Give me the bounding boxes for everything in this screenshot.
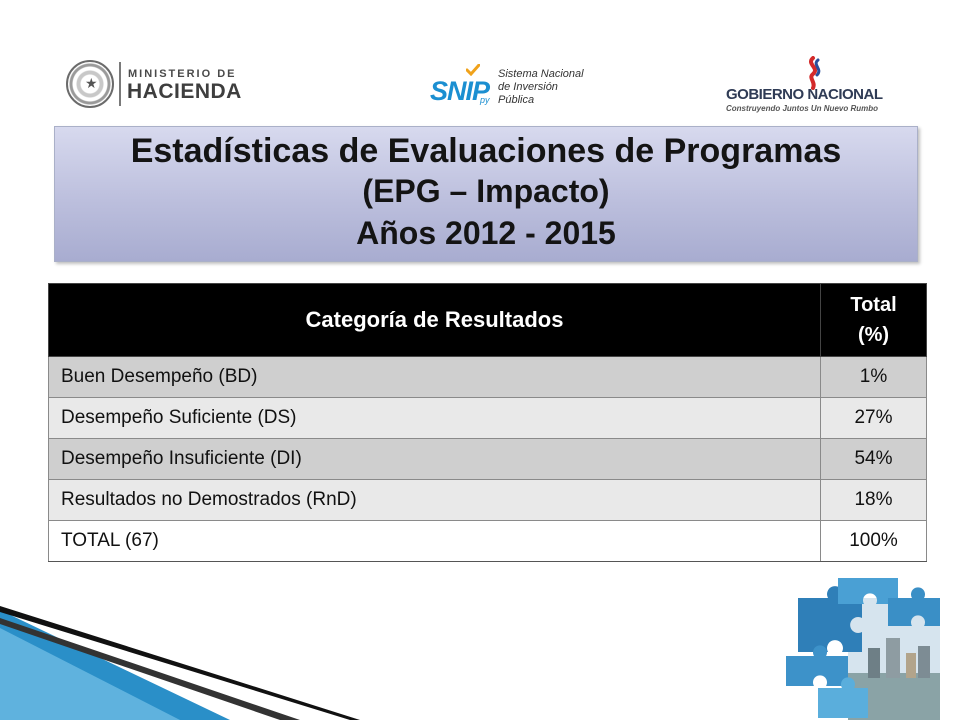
logo-divider xyxy=(119,62,121,106)
snip-logo: SNIP py Sistema Nacional de Inversión Pú… xyxy=(430,62,610,112)
hacienda-logo-line2: HACIENDA xyxy=(127,80,242,103)
snip-desc-line2: de Inversión xyxy=(498,81,558,93)
table-row: Resultados no Demostrados (RnD) 18% xyxy=(48,479,927,521)
puzzle-image xyxy=(786,578,940,720)
row-total: 1% xyxy=(820,356,927,398)
checkmark-icon xyxy=(466,64,480,76)
row-category: TOTAL (67) xyxy=(48,520,821,562)
title-line-1: Estadísticas de Evaluaciones de Programa… xyxy=(130,132,842,170)
row-category: Buen Desempeño (BD) xyxy=(48,356,821,398)
title-line-3: Años 2012 - 2015 xyxy=(356,215,616,251)
row-category: Desempeño Suficiente (DS) xyxy=(48,397,821,439)
hacienda-logo-line1: MINISTERIO DE xyxy=(128,68,237,80)
snip-desc-line3: Pública xyxy=(498,94,535,106)
row-total: 100% xyxy=(820,520,927,562)
header-total-line2: (%) xyxy=(857,324,890,346)
gobierno-emblem-icon xyxy=(809,56,821,90)
snip-word: SNIP xyxy=(430,76,490,106)
row-category: Resultados no Demostrados (RnD) xyxy=(48,479,821,521)
hacienda-logo: ★ MINISTERIO DE HACIENDA xyxy=(64,58,254,114)
table-header-row: Categoría de Resultados Total (%) xyxy=(48,283,927,357)
header-total: Total (%) xyxy=(820,283,927,357)
results-table: Categoría de Resultados Total (%) Buen D… xyxy=(48,283,927,562)
table-row: Desempeño Suficiente (DS) 27% xyxy=(48,397,927,439)
snip-desc-line1: Sistema Nacional xyxy=(498,68,584,80)
gobierno-logo-title: GOBIERNO NACIONAL xyxy=(726,86,883,103)
seal-icon: ★ xyxy=(66,60,114,108)
header-category: Categoría de Resultados xyxy=(48,283,821,357)
row-total: 18% xyxy=(820,479,927,521)
row-total: 27% xyxy=(820,397,927,439)
title-line-2: (EPG – Impacto) xyxy=(362,173,610,209)
header-total-line1: Total xyxy=(850,294,897,316)
decorative-stripes xyxy=(0,606,360,720)
snip-description: Sistema Nacional de Inversión Pública xyxy=(498,68,584,107)
row-category: Desempeño Insuficiente (DI) xyxy=(48,438,821,480)
gobierno-logo-tagline: Construyendo Juntos Un Nuevo Rumbo xyxy=(726,104,878,113)
gobierno-logo: GOBIERNO NACIONAL Construyendo Juntos Un… xyxy=(726,56,896,114)
title-box: Estadísticas de Evaluaciones de Programa… xyxy=(54,126,918,262)
table-row: Desempeño Insuficiente (DI) 54% xyxy=(48,438,927,480)
row-total: 54% xyxy=(820,438,927,480)
table-total-row: TOTAL (67) 100% xyxy=(48,520,927,562)
table-row: Buen Desempeño (BD) 1% xyxy=(48,356,927,398)
snip-suffix: py xyxy=(480,95,490,105)
